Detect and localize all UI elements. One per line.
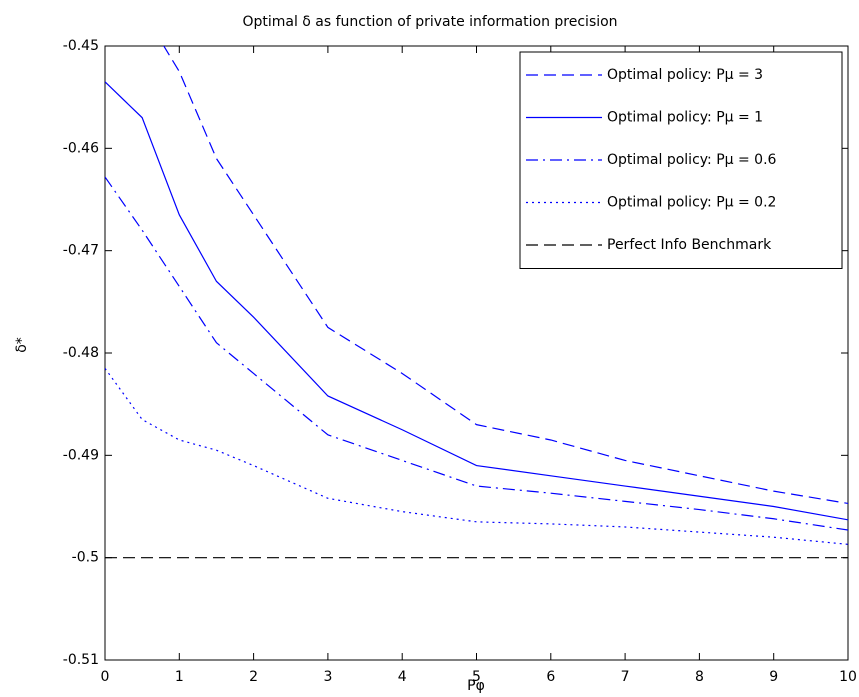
y-tick-label: -0.48 bbox=[63, 345, 99, 361]
series-line bbox=[105, 176, 848, 531]
x-tick-label: 8 bbox=[695, 669, 704, 685]
x-tick-label: 9 bbox=[769, 669, 778, 685]
x-tick-label: 10 bbox=[839, 669, 857, 685]
x-axis-label: Pφ bbox=[467, 678, 485, 694]
x-tick-label: 7 bbox=[621, 669, 630, 685]
y-tick-label: -0.5 bbox=[72, 550, 99, 566]
legend-label: Optimal policy: Pμ = 0.6 bbox=[607, 152, 777, 168]
x-tick-label: 0 bbox=[101, 669, 110, 685]
x-tick-label: 5 bbox=[472, 669, 481, 685]
x-tick-label: 1 bbox=[175, 669, 184, 685]
legend-label: Optimal policy: Pμ = 3 bbox=[607, 67, 763, 83]
series-line bbox=[163, 46, 848, 505]
x-tick-label: 4 bbox=[398, 669, 407, 685]
y-tick-label: -0.46 bbox=[63, 140, 99, 156]
legend-box bbox=[519, 51, 843, 269]
x-tick-label: 2 bbox=[249, 669, 258, 685]
y-tick-label: -0.51 bbox=[63, 652, 99, 668]
x-tick-label: 6 bbox=[546, 669, 555, 685]
y-tick-label: -0.47 bbox=[63, 243, 99, 259]
series-line bbox=[105, 81, 848, 521]
x-tick-label: 3 bbox=[323, 669, 332, 685]
legend-label: Optimal policy: Pμ = 1 bbox=[607, 110, 763, 126]
y-tick-label: -0.45 bbox=[63, 38, 99, 54]
y-axis-label: δ* bbox=[14, 337, 30, 353]
chart-title: Optimal δ as function of private informa… bbox=[242, 14, 617, 30]
legend-label: Optimal policy: Pμ = 0.2 bbox=[607, 195, 776, 211]
legend-label: Perfect Info Benchmark bbox=[607, 237, 772, 253]
y-tick-label: -0.49 bbox=[63, 447, 99, 463]
plot-lines bbox=[105, 46, 848, 559]
